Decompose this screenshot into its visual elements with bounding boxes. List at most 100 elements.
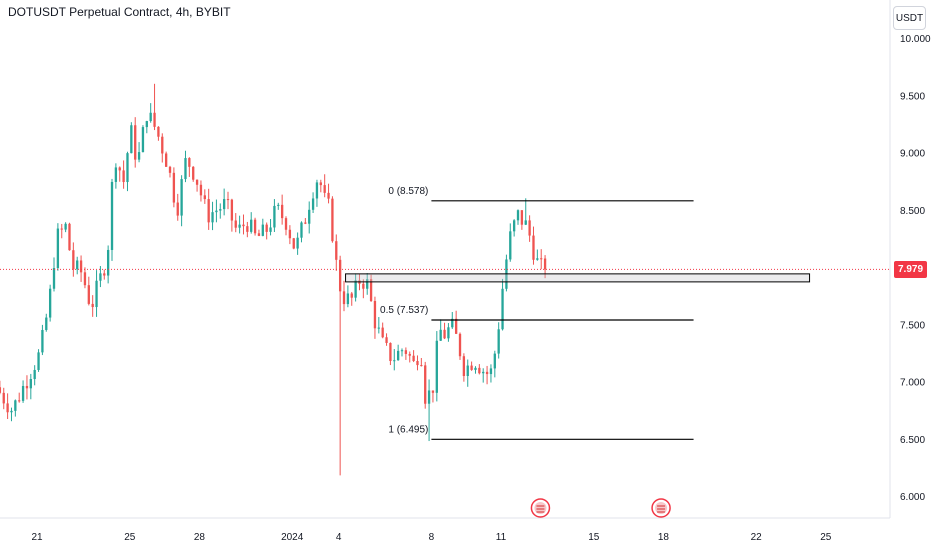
candle-body	[338, 259, 342, 292]
candle-body	[493, 353, 496, 369]
x-tick-label: 11	[496, 532, 507, 543]
x-tick-label: 25	[820, 532, 832, 543]
candle-body	[134, 125, 137, 160]
candle-body	[56, 228, 60, 269]
chart-title: DOTUSDT Perpetual Contract, 4h, BYBIT	[8, 5, 231, 19]
candle-body	[300, 222, 303, 238]
candle-body	[91, 303, 94, 308]
x-tick-label: 8	[429, 532, 435, 543]
candle-body	[215, 210, 218, 213]
candle-body	[447, 327, 450, 339]
candle-body	[6, 403, 9, 413]
candle-body	[400, 350, 404, 352]
candle-body	[168, 166, 172, 173]
candle-body	[273, 205, 276, 228]
x-tick-label: 25	[124, 532, 136, 543]
candle-body	[106, 249, 110, 276]
last-price-tag: 7.979	[894, 261, 927, 278]
flag-icon	[651, 498, 671, 518]
candle-body	[315, 182, 319, 199]
candle-body	[95, 280, 98, 308]
candle-body	[277, 204, 280, 206]
candle-body	[385, 337, 388, 343]
candle-body	[284, 218, 288, 230]
candle-body	[427, 390, 431, 404]
candle-body	[246, 226, 249, 232]
candle-body	[172, 172, 176, 203]
x-tick-label: 28	[194, 532, 206, 543]
candle-body	[497, 329, 500, 354]
x-tick-label: 22	[751, 532, 763, 543]
candle-body	[524, 220, 527, 225]
candle-body	[424, 365, 427, 404]
candle-body	[118, 167, 121, 171]
candle-body	[222, 199, 226, 210]
candle-body	[366, 279, 369, 289]
candle-body	[369, 279, 373, 301]
candle-body	[10, 410, 13, 413]
candle-body	[2, 392, 5, 404]
candle-body	[412, 355, 415, 362]
candle-body	[21, 385, 25, 401]
candle-body	[234, 220, 237, 228]
candle-body	[540, 258, 543, 260]
candle-body	[311, 198, 315, 210]
candle-body	[381, 327, 384, 338]
candle-body	[219, 209, 222, 211]
candle-body	[230, 199, 234, 221]
candle-body	[60, 228, 63, 230]
candle-body	[512, 220, 516, 232]
candle-body	[149, 112, 152, 122]
candle-body	[180, 179, 183, 216]
candle-body	[354, 280, 357, 298]
candle-body	[389, 342, 392, 362]
candle-body	[346, 293, 350, 305]
candle-body	[76, 260, 79, 270]
candle-body	[489, 368, 493, 375]
candle-body	[323, 185, 326, 193]
candle-body	[199, 184, 203, 196]
candle-body	[342, 291, 346, 305]
candle-body	[377, 327, 380, 329]
x-tick-label: 15	[588, 532, 600, 543]
candle-body	[393, 360, 396, 362]
fib-level-label: 0.5 (7.537)	[380, 305, 428, 316]
candle-body	[52, 268, 56, 289]
candle-body	[335, 241, 338, 260]
candle-body	[176, 202, 179, 216]
candle-body	[292, 238, 295, 249]
y-tick-label: 7.500	[900, 320, 925, 331]
y-tick-label: 9.000	[900, 149, 925, 160]
candle-body	[64, 223, 67, 230]
candle-body	[99, 273, 102, 281]
candle-body	[184, 158, 187, 180]
candle-body	[373, 300, 377, 329]
candle-body	[153, 112, 156, 127]
candle-body	[45, 317, 48, 330]
candle-body	[103, 273, 106, 276]
candle-body	[141, 127, 145, 153]
candle-body	[137, 152, 141, 160]
candles-group	[0, 83, 547, 476]
candle-body	[33, 369, 36, 380]
x-tick-label: 4	[336, 532, 342, 543]
candle-body	[37, 352, 40, 370]
candle-body	[470, 365, 473, 370]
currency-button[interactable]: USDT	[893, 6, 926, 30]
candle-body	[296, 237, 299, 249]
candle-body	[203, 195, 206, 200]
y-tick-label: 9.500	[900, 91, 925, 102]
y-tick-label: 8.500	[900, 206, 925, 217]
candle-body	[110, 181, 114, 250]
zone-rectangle	[345, 273, 811, 283]
y-tick-label: 6.500	[900, 435, 925, 446]
candle-body	[157, 126, 160, 137]
candle-body	[265, 224, 268, 232]
candle-body	[122, 170, 125, 183]
candle-body	[439, 329, 442, 341]
fib-level-label: 1 (6.495)	[388, 424, 428, 435]
candle-body	[0, 387, 2, 393]
flag-icon-face	[655, 502, 668, 514]
